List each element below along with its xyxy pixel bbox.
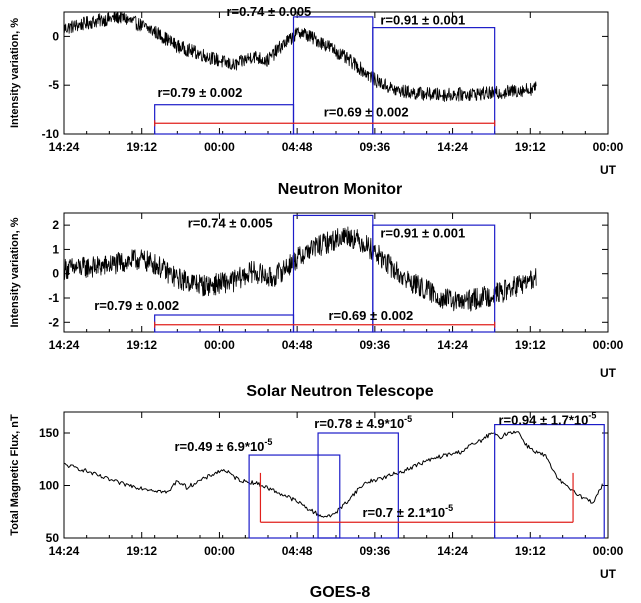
correlation-annotation: r=0.74 ± 0.005	[188, 216, 273, 231]
correlation-annotation-main: r=0.78 ± 4.9*10	[314, 416, 404, 431]
x-tick-label: 14:24	[437, 544, 468, 558]
x-tick-label: 00:00	[204, 338, 235, 352]
x-tick-label: 04:48	[282, 338, 313, 352]
y-tick-label: 50	[46, 531, 60, 545]
x-tick-label: 00:00	[204, 140, 235, 154]
correlation-box	[317, 432, 399, 539]
correlation-annotation: r=0.7 ± 2.1*10-5	[362, 503, 453, 520]
y-tick-label: 100	[39, 479, 59, 493]
y-axis-label: Intensity variation, %	[9, 18, 21, 128]
chart-panel-2: 14:24 19:12 00:00 04:48 09:36 14:24 19:12 00:00…	[9, 411, 624, 601]
panel-title: Solar Neutron Telescope	[246, 383, 433, 400]
plot-frame	[63, 411, 609, 539]
y-tick-label: 2	[52, 218, 59, 232]
correlation-annotation-main: r=0.69 ± 0.002	[324, 104, 409, 119]
correlation-box	[248, 454, 341, 539]
y-tick-label: 0	[52, 267, 59, 281]
correlation-annotation: r=0.79 ± 0.002	[94, 298, 179, 313]
x-tick-label: 04:48	[282, 544, 313, 558]
x-tick-label: 00:00	[593, 338, 624, 352]
correlation-annotation: r=0.79 ± 0.002	[158, 85, 243, 100]
x-tick-label: 19:12	[515, 338, 546, 352]
x-tick-label: 14:24	[437, 338, 468, 352]
correlation-annotation: r=0.69 ± 0.002	[328, 308, 413, 323]
x-tick-label: 00:00	[593, 544, 624, 558]
chart-panel-0: 14:24 19:12 00:00 04:48 09:36 14:24 19:12 00:00…	[9, 4, 624, 198]
y-tick-label: 1	[52, 242, 59, 256]
y-tick-label: -1	[48, 291, 59, 305]
y-tick-label: 150	[39, 426, 59, 440]
correlation-annotation-exponent: -5	[588, 411, 596, 421]
correlation-annotation: r=0.91 ± 0.001	[380, 225, 465, 240]
correlation-annotation-main: r=0.74 ± 0.005	[188, 216, 273, 231]
correlation-annotation-main: r=0.74 ± 0.005	[226, 4, 311, 19]
x-tick-label: 00:00	[593, 140, 624, 154]
correlation-annotation: r=0.69 ± 0.002	[324, 104, 409, 119]
x-tick-label: 14:24	[49, 544, 80, 558]
correlation-box	[154, 314, 295, 333]
chart-panel-1: 14:24 19:12 00:00 04:48 09:36 14:24 19:12 00:00…	[9, 212, 624, 400]
correlation-box	[372, 27, 496, 135]
x-tick-label: 04:48	[282, 140, 313, 154]
correlation-annotation: r=0.49 ± 6.9*10-5	[175, 437, 273, 454]
correlation-annotation: r=0.91 ± 0.001	[380, 13, 465, 28]
correlation-annotation-main: r=0.7 ± 2.1*10	[362, 505, 445, 520]
x-unit-label: UT	[600, 163, 617, 177]
correlation-annotation-main: r=0.69 ± 0.002	[328, 308, 413, 323]
correlation-annotation: r=0.94 ± 1.7*10-5	[498, 411, 596, 428]
y-tick-label: -10	[42, 127, 60, 141]
x-tick-label: 19:12	[515, 140, 546, 154]
x-tick-label: 14:24	[49, 338, 80, 352]
data-series-line	[63, 11, 537, 103]
y-axis-label: Total Magnetic Flux, nT	[9, 414, 21, 536]
x-tick-label: 09:36	[360, 544, 391, 558]
correlation-annotation-exponent: -5	[445, 503, 453, 513]
correlation-annotation-main: r=0.91 ± 0.001	[380, 13, 465, 28]
x-tick-label: 09:36	[360, 338, 391, 352]
correlation-annotation-main: r=0.49 ± 6.9*10	[175, 439, 265, 454]
y-tick-label: -2	[48, 315, 59, 329]
x-tick-label: 09:36	[360, 140, 391, 154]
x-tick-label: 19:12	[126, 338, 157, 352]
correlation-annotation-exponent: -5	[404, 414, 412, 424]
correlation-box	[154, 104, 295, 135]
correlation-annotation-main: r=0.91 ± 0.001	[380, 225, 465, 240]
x-tick-label: 19:12	[126, 544, 157, 558]
panel-title: Neutron Monitor	[278, 181, 402, 198]
correlation-box	[372, 224, 496, 333]
x-tick-label: 14:24	[437, 140, 468, 154]
correlation-annotation-main: r=0.94 ± 1.7*10	[498, 413, 588, 428]
x-tick-label: 19:12	[515, 544, 546, 558]
y-tick-label: -5	[48, 78, 59, 92]
correlation-annotation-main: r=0.79 ± 0.002	[158, 85, 243, 100]
correlation-box	[494, 424, 605, 539]
data-series-line	[63, 226, 537, 312]
correlation-annotation: r=0.74 ± 0.005	[226, 4, 311, 19]
x-tick-label: 14:24	[49, 140, 80, 154]
data-series-line	[63, 430, 603, 518]
correlation-annotation: r=0.78 ± 4.9*10-5	[314, 414, 412, 431]
x-tick-label: 00:00	[204, 544, 235, 558]
panel-title: GOES-8	[310, 584, 371, 601]
y-axis-label: Intensity variation, %	[9, 217, 21, 327]
x-unit-label: UT	[600, 366, 617, 380]
correlation-annotation-exponent: -5	[264, 437, 272, 447]
x-tick-label: 19:12	[126, 140, 157, 154]
y-tick-label: 0	[52, 29, 59, 43]
x-unit-label: UT	[600, 567, 617, 581]
correlation-annotation-main: r=0.79 ± 0.002	[94, 298, 179, 313]
